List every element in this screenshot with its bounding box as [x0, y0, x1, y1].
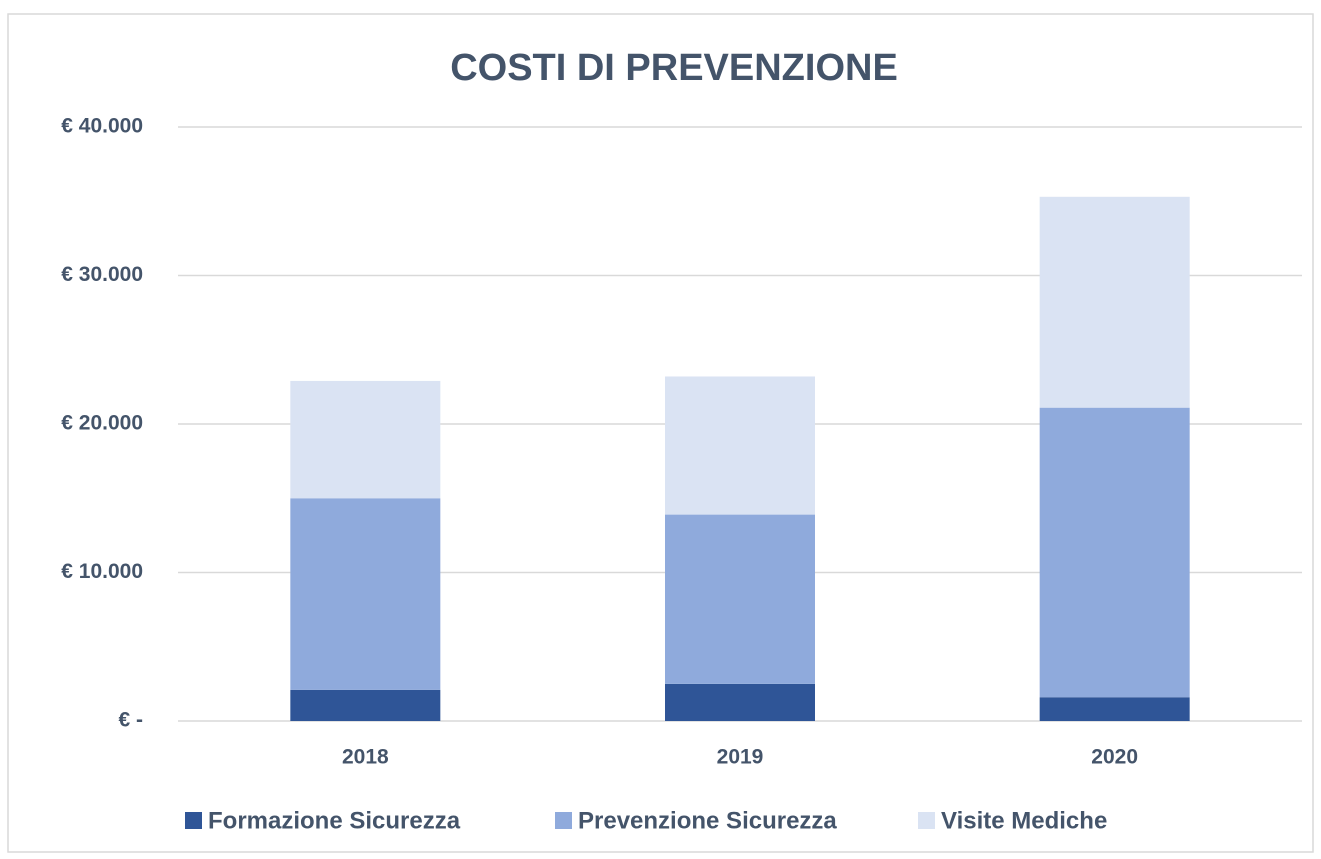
legend-label: Visite Mediche [941, 807, 1107, 834]
y-tick-label: € 20.000 [61, 412, 143, 435]
bar-segment [290, 498, 441, 690]
bar-segment [1039, 407, 1190, 698]
bar-segment [1039, 196, 1190, 408]
x-tick-label: 2019 [717, 746, 764, 769]
bar-segment [1039, 697, 1190, 721]
bar-segment [290, 380, 441, 499]
bar-segment [665, 514, 815, 684]
x-tick-label: 2020 [1091, 746, 1138, 769]
x-tick-label: 2018 [342, 746, 389, 769]
legend-swatch [918, 812, 935, 829]
bar-segment [665, 683, 815, 721]
y-tick-label: € 10.000 [61, 560, 143, 583]
bar-segment [290, 689, 441, 721]
y-tick-label: € - [118, 709, 143, 732]
y-tick-label: € 40.000 [61, 115, 143, 138]
bar-segment [665, 376, 815, 515]
y-tick-label: € 30.000 [61, 263, 143, 286]
legend-swatch [555, 812, 572, 829]
legend-label: Formazione Sicurezza [208, 807, 461, 834]
chart-title: COSTI DI PREVENZIONE [450, 47, 898, 89]
legend-label: Prevenzione Sicurezza [578, 807, 837, 834]
legend-swatch [185, 812, 202, 829]
